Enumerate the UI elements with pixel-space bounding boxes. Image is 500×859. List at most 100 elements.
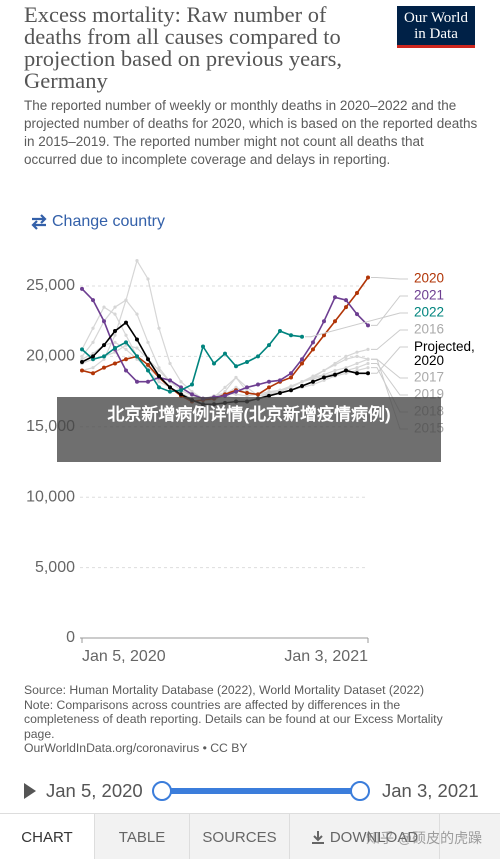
tab[interactable]: DOWNLOAD: [290, 814, 440, 859]
data-point: [355, 366, 359, 370]
x-tick-label: Jan 3, 2021: [284, 648, 368, 665]
data-point: [344, 298, 348, 303]
data-point: [311, 340, 315, 345]
data-point: [168, 389, 172, 394]
data-point: [234, 364, 238, 369]
timeline-handle[interactable]: [152, 781, 172, 801]
data-point: [102, 354, 106, 359]
data-point: [322, 333, 326, 338]
data-point: [267, 391, 271, 395]
data-point: [124, 347, 128, 351]
legend-label: 2017: [414, 370, 444, 385]
data-point: [344, 354, 348, 358]
data-point: [366, 347, 370, 351]
label-connector: [371, 295, 408, 326]
title: Excess mortality: Raw number of deaths f…: [24, 2, 343, 93]
data-point: [300, 361, 304, 366]
data-point: [267, 393, 271, 398]
data-point: [179, 388, 183, 393]
data-point: [91, 357, 95, 362]
data-point: [289, 333, 293, 338]
data-point: [267, 343, 271, 348]
watermark: 知乎 @硕皮的虎躁: [366, 830, 483, 846]
data-point: [223, 351, 227, 356]
data-point: [366, 357, 370, 361]
timeline-handle[interactable]: [350, 781, 370, 801]
tab-bar: CHART TABLE SOURCES DOWNLOAD: [0, 813, 500, 859]
data-point: [278, 388, 282, 392]
y-tick-label: 10,000: [26, 488, 75, 505]
data-point: [344, 366, 348, 370]
data-point: [234, 389, 238, 394]
tab[interactable]: SOURCES: [190, 814, 290, 859]
data-point: [190, 390, 194, 394]
data-point: [267, 385, 271, 390]
data-point: [124, 333, 128, 337]
data-point: [124, 340, 128, 345]
data-point: [179, 385, 183, 390]
data-point: [146, 340, 150, 344]
data-point: [355, 368, 359, 373]
series-line: [81, 277, 369, 403]
data-point: [278, 329, 282, 334]
legend-label: Projected, 2020: [414, 339, 475, 368]
data-point: [355, 291, 359, 296]
data-point: [333, 363, 337, 367]
data-point: [102, 343, 106, 348]
data-point: [289, 371, 293, 376]
label-connector: [371, 277, 408, 280]
data-point: [234, 375, 238, 380]
data-point: [344, 371, 348, 375]
data-point: [135, 259, 139, 263]
data-point: [234, 392, 238, 397]
data-point: [146, 368, 150, 373]
data-point: [300, 380, 304, 384]
url[interactable]: OurWorldInData.org/coronavirus • CC BY: [24, 741, 248, 755]
data-point: [91, 366, 95, 370]
legend-label: 2021: [414, 288, 444, 303]
data-point: [278, 378, 282, 383]
data-point: [124, 298, 128, 302]
data-point: [135, 312, 139, 316]
tab[interactable]: CHART: [0, 814, 95, 859]
play-button[interactable]: [24, 783, 36, 799]
data-point: [311, 382, 315, 387]
timeline-end: Jan 3, 2021: [382, 780, 479, 801]
data-point: [223, 390, 227, 394]
data-point: [113, 345, 117, 350]
y-tick-label: 20,000: [26, 348, 75, 365]
data-point: [146, 277, 150, 281]
overlay: 北京新增病例详情(北京新增疫情病例): [57, 397, 441, 462]
data-point: [146, 379, 150, 384]
data-point: [113, 340, 117, 344]
data-point: [113, 312, 117, 316]
data-point: [366, 361, 370, 366]
data-point: [102, 305, 106, 309]
data-point: [289, 384, 293, 388]
tab[interactable]: TABLE: [95, 814, 190, 859]
data-point: [80, 354, 84, 358]
footer: Source: Human Mortality Database (2022),…: [24, 683, 476, 756]
change-country[interactable]: Change country: [30, 213, 165, 231]
data-point: [322, 373, 326, 377]
data-point: [366, 371, 370, 376]
logo[interactable]: Our World in Data: [397, 6, 475, 48]
data-point: [256, 392, 260, 397]
data-point: [344, 357, 348, 361]
subtitle: The reported number of weekly or monthly…: [24, 98, 478, 167]
data-point: [157, 326, 161, 330]
data-point: [333, 368, 337, 373]
download-icon: [311, 831, 324, 844]
data-point: [80, 357, 84, 361]
data-point: [91, 326, 95, 330]
data-point: [157, 374, 161, 379]
data-point: [91, 298, 95, 303]
change-country-label: Change country: [52, 213, 165, 230]
data-point: [322, 375, 326, 380]
data-point: [190, 392, 194, 397]
data-point: [135, 337, 139, 342]
data-point: [245, 360, 249, 365]
data-point: [102, 357, 106, 361]
data-point: [80, 347, 84, 352]
